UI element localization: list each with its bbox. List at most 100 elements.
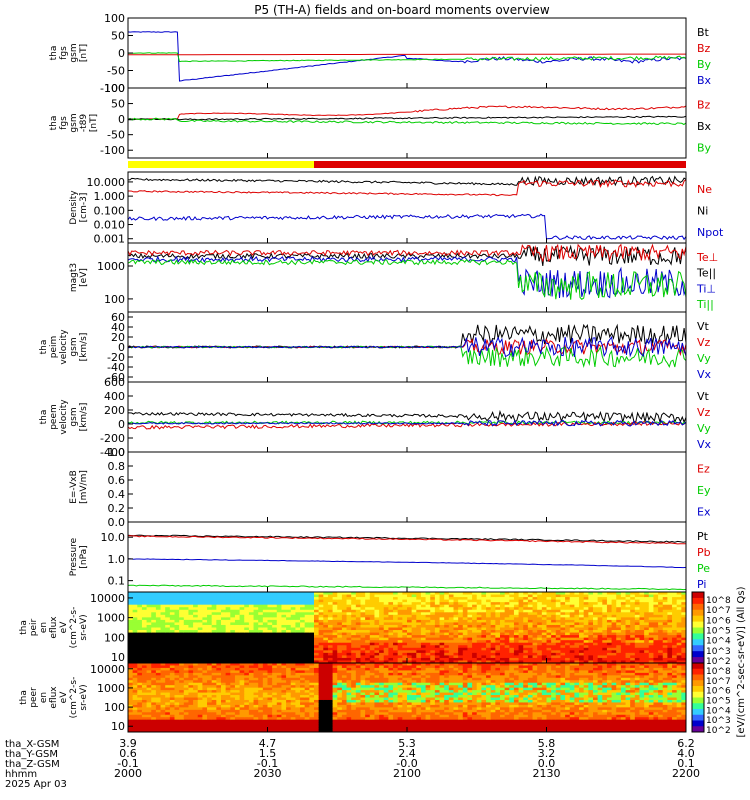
- spectrogram-cell: [374, 637, 380, 641]
- spectrogram-cell: [290, 624, 296, 628]
- spectrogram-cell: [388, 655, 394, 659]
- spectrogram-cell: [137, 637, 143, 641]
- spectrogram-cell: [262, 622, 268, 626]
- spectrogram-cell: [300, 655, 306, 659]
- spectrogram-cell: [309, 729, 315, 733]
- spectrogram-cell: [216, 637, 222, 641]
- spectrogram-cell: [262, 632, 268, 636]
- spectrogram-cell: [504, 602, 510, 606]
- spectrogram-cell: [379, 624, 385, 628]
- spectrogram-cell: [625, 617, 631, 621]
- spectrogram-cell: [221, 685, 227, 689]
- spectrogram-cell: [234, 704, 241, 708]
- spectrogram-cell: [476, 635, 482, 639]
- spectrogram-cell: [495, 607, 501, 611]
- spectrogram-cell: [262, 667, 268, 671]
- spectrogram-cell: [304, 622, 310, 626]
- spectrogram-cell: [337, 663, 343, 666]
- spectrogram-cell: [462, 619, 468, 623]
- spectrogram-cell: [244, 602, 250, 606]
- spectrogram-cell: [174, 642, 180, 646]
- spectrogram-cell: [160, 647, 166, 651]
- spectrogram-cell: [327, 642, 334, 646]
- spectrogram-cell: [383, 617, 389, 621]
- spectrogram-cell: [244, 680, 250, 684]
- spectrogram-cell: [341, 729, 348, 733]
- spectrogram-cell: [183, 607, 189, 611]
- spectrogram-cell: [541, 602, 547, 606]
- spectrogram-cell: [523, 627, 529, 631]
- spectrogram-cell: [634, 645, 640, 649]
- spectrogram-cell: [630, 622, 636, 626]
- spectrogram-cell: [597, 635, 603, 639]
- spectrogram-cell: [295, 670, 301, 674]
- spectrogram-cell: [416, 624, 422, 628]
- spectrogram-cell: [141, 652, 148, 656]
- spectrogram-cell: [490, 660, 496, 664]
- spectrogram-cell: [193, 727, 199, 731]
- spectrogram-cell: [653, 657, 659, 661]
- spectrogram-cell: [351, 714, 357, 718]
- spectrogram-cell: [309, 687, 315, 691]
- spectrogram-cell: [500, 624, 506, 628]
- spectrogram-cell: [132, 627, 138, 631]
- spectrogram-cell: [155, 685, 162, 689]
- spectrogram-cell: [309, 714, 315, 718]
- spectrogram-cell: [300, 692, 306, 696]
- spectrogram-cell: [290, 609, 296, 613]
- spectrogram-cell: [565, 650, 571, 654]
- spectrogram-cell: [593, 627, 599, 631]
- spectrogram-cell: [472, 637, 478, 641]
- spectrogram-cell: [253, 627, 259, 631]
- spectrogram-cell: [202, 652, 208, 656]
- spectrogram-cell: [295, 655, 301, 659]
- spectrogram-cell: [676, 652, 682, 656]
- spectrogram-cell: [337, 622, 343, 626]
- spectrogram-cell: [425, 645, 431, 649]
- spectrogram-cell: [346, 632, 352, 636]
- spectrogram-cell: [639, 652, 645, 656]
- spectrogram-cell: [453, 650, 459, 654]
- spectrogram-cell: [430, 619, 436, 623]
- spectrogram-cell: [323, 663, 329, 666]
- spectrogram-cell: [281, 729, 287, 733]
- spectrogram-cell: [253, 652, 259, 656]
- spectrogram-cell: [253, 724, 259, 728]
- spectrogram-cell: [676, 640, 682, 644]
- spectrogram-cell: [234, 685, 241, 689]
- spectrogram-cell: [146, 640, 152, 644]
- spectrogram-cell: [146, 702, 152, 706]
- spectrogram-cell: [221, 614, 227, 618]
- spectrogram-cell: [486, 635, 492, 639]
- spectrogram-cell: [327, 724, 334, 728]
- spectrogram-cell: [309, 685, 315, 689]
- spectrogram-cell: [672, 652, 678, 656]
- spectrogram-cell: [551, 602, 557, 606]
- spectrogram-cell: [188, 657, 194, 661]
- spectrogram-cell: [341, 594, 348, 598]
- spectrogram-cell: [300, 712, 306, 716]
- spectrogram-cell: [258, 645, 264, 649]
- spectrogram-cell: [202, 604, 208, 608]
- spectrogram-cell: [272, 607, 278, 611]
- spectrogram-cell: [188, 647, 194, 651]
- spectrogram-cell: [490, 640, 496, 644]
- spectrogram-cell: [490, 627, 496, 631]
- spectrogram-cell: [239, 712, 245, 716]
- spectrogram-cell: [434, 597, 441, 601]
- spectrogram-cell: [481, 627, 487, 631]
- series-line: [127, 421, 687, 430]
- spectrogram-cell: [314, 627, 320, 631]
- spectrogram-cell: [216, 704, 222, 708]
- spectrogram-cell: [393, 622, 399, 626]
- spectrogram-cell: [309, 652, 315, 656]
- spectrogram-cell: [416, 602, 422, 606]
- spectrogram-cell: [453, 602, 459, 606]
- spectrogram-cell: [193, 707, 199, 711]
- spectrogram-cell: [207, 607, 213, 611]
- spectrogram-cell: [267, 614, 273, 618]
- spectrogram-cell: [523, 622, 529, 626]
- spectrogram-cell: [490, 609, 496, 613]
- spectrogram-cell: [472, 642, 478, 646]
- spectrogram-cell: [188, 719, 194, 723]
